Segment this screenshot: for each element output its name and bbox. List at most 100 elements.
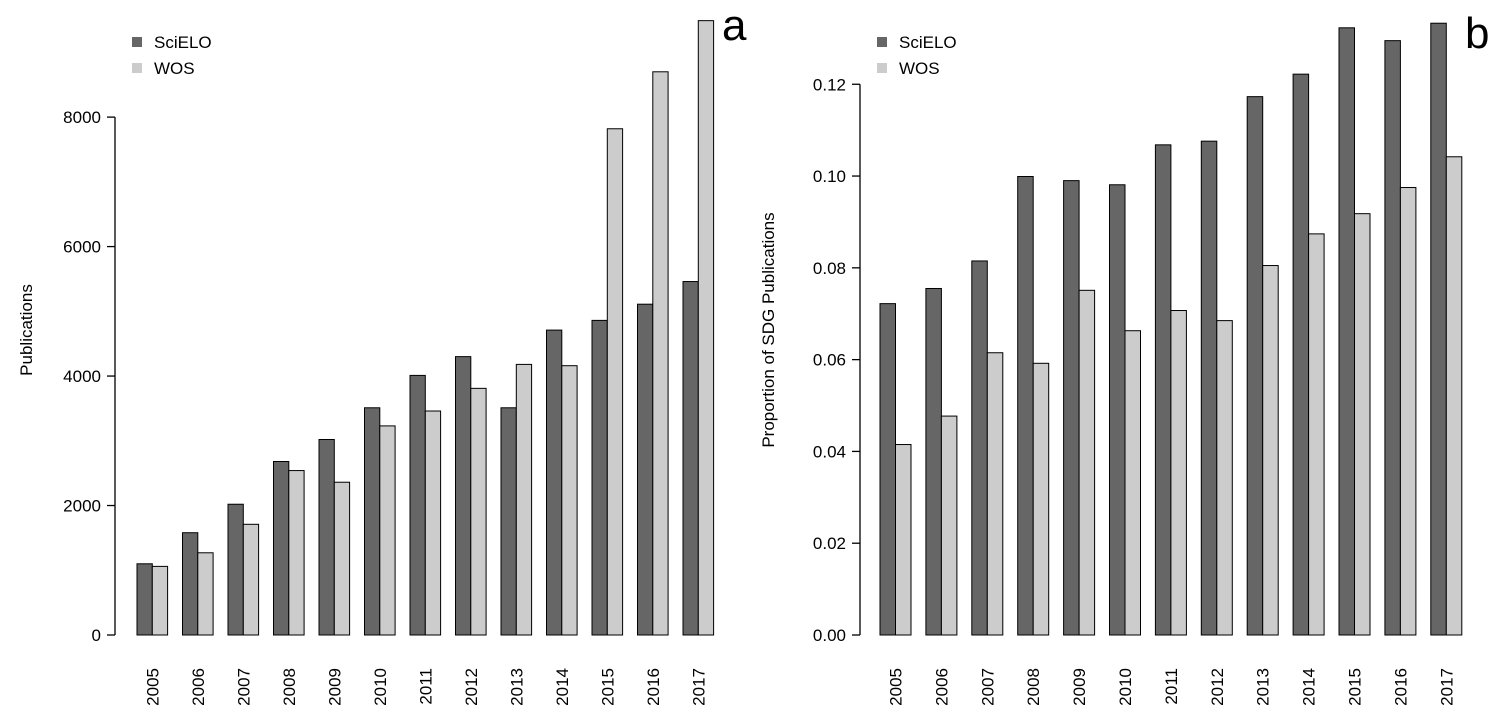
bar-scielo-2009	[318, 438, 335, 636]
y-tick-label: 0.06	[813, 351, 846, 370]
legend: SciELO WOS	[877, 33, 957, 78]
y-tick-label: 4000	[63, 367, 101, 386]
x-tick-label: 2012	[462, 668, 481, 706]
legend-label: WOS	[154, 59, 195, 78]
bar-wos-2017	[697, 20, 715, 636]
bar-wos-2013	[515, 363, 533, 636]
bar-wos-2014	[561, 365, 578, 636]
bar-scielo-2014	[1292, 73, 1310, 636]
bar-wos-2007	[986, 352, 1004, 636]
y-tick-label: 6000	[63, 238, 101, 257]
bar-wos-2006	[940, 415, 958, 636]
bar-wos-2009	[1078, 289, 1096, 636]
x-tick-label: 2007	[234, 668, 253, 706]
bar-wos-2009	[333, 481, 351, 636]
legend-label: WOS	[899, 59, 940, 78]
bar-scielo-2015	[591, 319, 608, 636]
panel-label: a	[722, 1, 747, 50]
x-tick-label: 2006	[189, 668, 208, 706]
bar-scielo-2007	[227, 503, 244, 636]
x-tick-label: 2016	[644, 668, 663, 706]
legend-label: SciELO	[899, 33, 957, 52]
bar-wos-2006	[197, 552, 214, 636]
x-tick-label: 2015	[598, 668, 617, 706]
bar-scielo-2007	[971, 260, 988, 636]
x-tick-label: 2016	[1391, 668, 1410, 706]
legend-label: SciELO	[154, 33, 212, 52]
bar-scielo-2005	[879, 303, 896, 636]
bar-wos-2010	[379, 425, 396, 636]
x-tick-label: 2011	[1162, 668, 1181, 705]
y-tick-label: 0.08	[813, 259, 846, 278]
bar-wos-2011	[424, 410, 442, 636]
x-tick-label: 2014	[553, 668, 572, 706]
x-tick-label: 2014	[1300, 668, 1319, 706]
y-tick-label: 0.00	[813, 626, 846, 645]
bar-scielo-2012	[455, 356, 472, 636]
x-tick-label: 2013	[1254, 668, 1273, 706]
bar-wos-2012	[470, 387, 487, 636]
bar-scielo-2014	[546, 329, 563, 636]
bar-scielo-2006	[925, 287, 942, 636]
bar-wos-2014	[1308, 233, 1325, 636]
bar-scielo-2011	[409, 374, 426, 636]
bar-scielo-2008	[273, 461, 290, 636]
x-tick-label: 2006	[932, 668, 951, 706]
bar-scielo-2010	[364, 407, 381, 636]
bar-wos-2008	[288, 470, 305, 636]
x-tick-label: 2017	[689, 668, 708, 706]
x-tick-label: 2013	[507, 668, 526, 706]
bar-wos-2016	[652, 71, 669, 636]
bar-scielo-2008	[1017, 176, 1034, 636]
x-tick-label: 2009	[1070, 668, 1089, 706]
bar-wos-2007	[242, 523, 260, 636]
y-tick-label: 0.10	[813, 167, 846, 186]
y-axis-label: Proportion of SDG Publications	[759, 212, 778, 447]
x-tick-label: 2017	[1437, 668, 1456, 706]
x-tick-label: 2008	[1024, 668, 1043, 706]
y-tick-label: 0.12	[813, 75, 846, 94]
bar-scielo-2013	[1246, 96, 1264, 636]
x-tick-label: 2005	[887, 668, 906, 706]
x-tick-label: 2010	[1116, 668, 1135, 706]
x-tick-label: 2007	[978, 668, 997, 706]
x-tick-label: 2005	[143, 668, 162, 706]
bar-scielo-2012	[1200, 140, 1218, 636]
legend-swatch-wos	[877, 63, 887, 73]
bar-scielo-2016	[637, 303, 654, 636]
x-tick-label: 2015	[1346, 668, 1365, 706]
bar-scielo-2017	[682, 281, 699, 636]
bar-wos-2015	[606, 128, 624, 636]
bar-scielo-2013	[500, 407, 517, 636]
x-tick-label: 2012	[1208, 668, 1227, 706]
legend-swatch-scielo	[877, 37, 887, 47]
bar-scielo-2006	[182, 532, 199, 636]
bar-wos-2005	[895, 444, 912, 636]
bar-wos-2017	[1445, 156, 1463, 636]
bar-wos-2008	[1032, 362, 1050, 636]
panel-label: b	[1465, 9, 1489, 58]
legend: SciELO WOS	[132, 33, 212, 78]
y-tick-label: 0.04	[813, 442, 846, 461]
bar-scielo-2010	[1109, 184, 1126, 636]
bar-wos-2010	[1124, 330, 1141, 636]
y-tick-label: 0.02	[813, 534, 846, 553]
bar-wos-2016	[1399, 187, 1417, 636]
panel-a-chart: 0 2000 4000 6000 8000 Publications 2005 2006 200…	[17, 1, 747, 706]
x-tick-label: 2010	[371, 668, 390, 706]
bar-scielo-2005	[136, 563, 153, 636]
bar-wos-2011	[1170, 310, 1187, 636]
legend-swatch-scielo	[132, 37, 142, 47]
bar-wos-2013	[1262, 265, 1279, 636]
y-tick-label: 8000	[63, 108, 101, 127]
x-tick-label: 2009	[325, 668, 344, 706]
panel-b-chart: 0.00 0.02 0.04 0.06 0.08 0.10 0.12 Proportion o…	[759, 9, 1489, 706]
bar-scielo-2009	[1063, 180, 1080, 636]
bar-scielo-2011	[1154, 144, 1172, 636]
x-tick-label: 2011	[416, 668, 435, 705]
legend-swatch-wos	[132, 63, 142, 73]
bar-wos-2015	[1354, 213, 1371, 636]
bar-wos-2005	[151, 565, 169, 636]
bar-scielo-2016	[1384, 40, 1401, 636]
